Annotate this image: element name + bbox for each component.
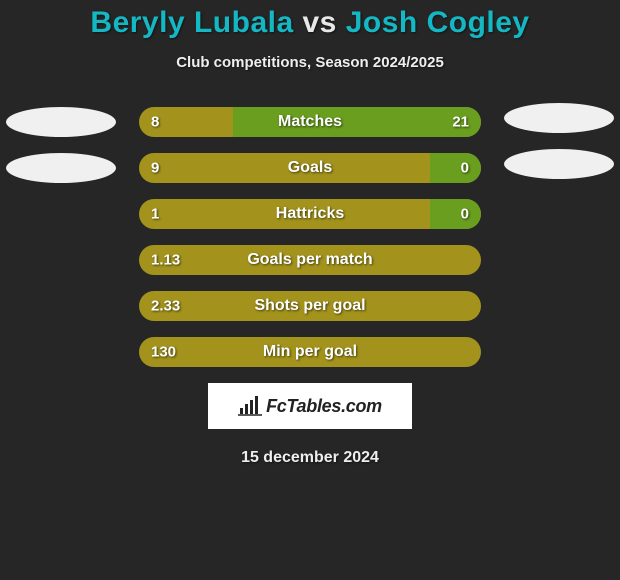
player2-ellipse xyxy=(504,103,614,133)
stat-value-left: 9 xyxy=(151,160,159,177)
stat-row: Matches 8 21 xyxy=(0,107,620,137)
stat-bar: Hattricks 1 0 xyxy=(139,199,481,229)
bar-segment-right xyxy=(430,153,481,183)
bar-segment-right xyxy=(430,199,481,229)
competition-subtitle: Club competitions, Season 2024/2025 xyxy=(0,54,620,71)
vs-label: vs xyxy=(303,6,337,39)
stat-bar: Goals 9 0 xyxy=(139,153,481,183)
logo-text: FcTables.com xyxy=(266,396,382,417)
stat-value-right: 0 xyxy=(461,206,469,223)
stat-value-left: 130 xyxy=(151,344,176,361)
stat-label: Goals per match xyxy=(247,251,372,269)
comparison-title: Beryly Lubala vs Josh Cogley xyxy=(0,0,620,40)
stat-value-left: 8 xyxy=(151,114,159,131)
player1-name: Beryly Lubala xyxy=(90,6,293,39)
stat-label: Shots per goal xyxy=(254,297,365,315)
stat-value-right: 0 xyxy=(461,160,469,177)
stat-value-left: 1 xyxy=(151,206,159,223)
stat-rows-container: Matches 8 21 Goals 9 0 Hattricks 1 0 Goals per ma… xyxy=(0,107,620,367)
player2-ellipse xyxy=(504,149,614,179)
stat-label: Min per goal xyxy=(263,343,357,361)
stat-label: Matches xyxy=(278,113,342,131)
player1-ellipse xyxy=(6,153,116,183)
player2-name: Josh Cogley xyxy=(346,6,530,39)
stat-row: Min per goal 130 xyxy=(0,337,620,367)
stat-row: Hattricks 1 0 xyxy=(0,199,620,229)
stat-row: Shots per goal 2.33 xyxy=(0,291,620,321)
player1-ellipse xyxy=(6,107,116,137)
stat-row: Goals per match 1.13 xyxy=(0,245,620,275)
bar-segment-right xyxy=(233,107,481,137)
bar-chart-icon xyxy=(238,396,262,416)
fctables-logo[interactable]: FcTables.com xyxy=(208,383,412,429)
date-label: 15 december 2024 xyxy=(0,449,620,467)
stat-bar: Goals per match 1.13 xyxy=(139,245,481,275)
stat-bar: Min per goal 130 xyxy=(139,337,481,367)
stat-value-left: 2.33 xyxy=(151,298,180,315)
stat-value-right: 21 xyxy=(452,114,469,131)
stat-value-left: 1.13 xyxy=(151,252,180,269)
stat-bar: Matches 8 21 xyxy=(139,107,481,137)
stat-row: Goals 9 0 xyxy=(0,153,620,183)
stat-label: Goals xyxy=(288,159,332,177)
stat-bar: Shots per goal 2.33 xyxy=(139,291,481,321)
stat-label: Hattricks xyxy=(276,205,344,223)
